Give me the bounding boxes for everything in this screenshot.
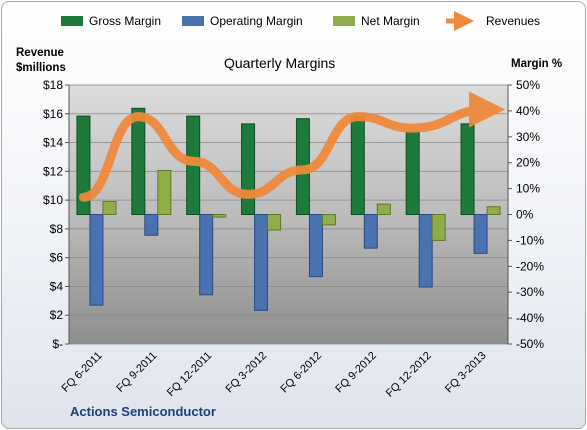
legend-label-gross-margin: Gross Margin <box>89 14 161 28</box>
net-margin-bar <box>212 214 227 218</box>
operating-margin-bar <box>144 214 159 236</box>
right-tick-label: -50% <box>516 337 544 351</box>
operating-margin-bar <box>308 214 323 278</box>
category-label: FQ 12-2012 <box>384 350 434 400</box>
legend-item-net-margin[interactable]: Net Margin <box>333 14 420 28</box>
left-tick-label: $2 <box>50 308 64 322</box>
legend-label-net-margin: Net Margin <box>361 14 420 28</box>
net-margin-bar <box>157 169 172 215</box>
left-tick-label: $12 <box>43 164 63 178</box>
operating-margin-bar <box>89 214 104 306</box>
right-tick-label: 30% <box>516 130 540 144</box>
legend-label-operating-margin: Operating Margin <box>210 14 303 28</box>
right-axis-title: Margin % <box>511 58 562 70</box>
net-margin-bar <box>431 214 446 241</box>
right-tick-label: 10% <box>516 182 540 196</box>
left-tick-label: $14 <box>43 136 63 150</box>
net-margin-bar <box>486 206 501 215</box>
right-axis-ticks: -50% -40% -30% -20% -10% 0% 10% 20% 30% 40% 50% <box>508 78 544 351</box>
legend-item-operating-margin[interactable]: Operating Margin <box>182 14 303 28</box>
legend-label-revenues: Revenues <box>486 14 540 28</box>
category-label: FQ 6-2011 <box>59 350 104 395</box>
category-label: FQ 3-2013 <box>443 350 489 396</box>
left-tick-label: $4 <box>50 279 64 293</box>
right-tick-label: 50% <box>516 78 540 92</box>
left-axis-ticks: $- $2 $4 $6 $8 $10 $12 $14 $16 $18 <box>43 78 69 351</box>
left-tick-label: $10 <box>43 193 63 207</box>
legend-swatch-operating-margin <box>182 16 204 26</box>
operating-margin-bar <box>473 214 488 254</box>
legend-swatch-net-margin <box>333 16 355 26</box>
legend: Gross Margin Operating Margin Net Margin… <box>61 11 540 31</box>
category-labels: FQ 6-2011 FQ 9-2011 FQ 12-2011 FQ 3-2012 FQ … <box>59 350 488 400</box>
bar-series <box>76 107 501 311</box>
category-label: FQ 9-2012 <box>333 350 379 396</box>
right-tick-label: 0% <box>516 208 534 222</box>
category-label: FQ 12-2011 <box>165 350 214 399</box>
gross-margin-bar <box>241 123 256 215</box>
left-axis-title-line2: $millions <box>16 62 66 74</box>
category-label: FQ 9-2011 <box>114 350 159 395</box>
left-tick-label: $18 <box>43 78 63 92</box>
right-tick-label: 20% <box>516 156 540 170</box>
gross-margin-bar <box>350 115 365 215</box>
company-label: Actions Semiconductor <box>70 404 216 419</box>
net-margin-bar <box>321 214 336 226</box>
net-margin-bar <box>267 214 282 231</box>
left-tick-label: $8 <box>50 222 64 236</box>
legend-swatch-gross-margin <box>61 16 83 26</box>
net-margin-bar <box>102 201 117 216</box>
gross-margin-bar <box>76 115 91 215</box>
right-tick-label: 40% <box>516 104 540 118</box>
category-label: FQ 6-2012 <box>278 350 324 396</box>
operating-margin-bar <box>363 214 378 249</box>
legend-item-revenues[interactable]: Revenues <box>446 11 540 31</box>
right-tick-label: -30% <box>516 285 544 299</box>
left-tick-label: $16 <box>43 107 63 121</box>
net-margin-bar <box>376 203 391 215</box>
operating-margin-bar <box>199 214 214 296</box>
right-tick-label: -20% <box>516 259 544 273</box>
legend-item-gross-margin[interactable]: Gross Margin <box>61 14 161 28</box>
operating-margin-bar <box>254 214 269 311</box>
revenue-line-path <box>78 91 506 202</box>
right-tick-label: -40% <box>516 311 544 325</box>
gross-margin-bar <box>460 123 475 215</box>
right-tick-label: -10% <box>516 233 544 247</box>
gross-margin-bar <box>405 131 420 215</box>
gross-margin-bar <box>131 107 146 215</box>
chart-title: Quarterly Margins <box>224 55 335 71</box>
left-axis-title-line1: Revenue <box>16 47 64 59</box>
left-tick-label: $6 <box>50 251 64 265</box>
category-label: FQ 3-2012 <box>224 350 270 396</box>
revenue-line <box>78 91 506 202</box>
operating-margin-bar <box>418 214 433 288</box>
left-tick-label: $- <box>52 337 63 351</box>
